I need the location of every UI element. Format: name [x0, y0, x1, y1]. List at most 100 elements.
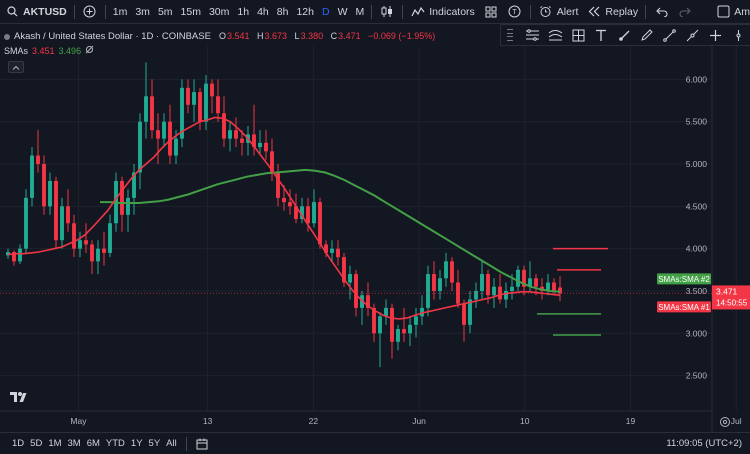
interval-3m[interactable]: 3m — [135, 5, 150, 18]
range-1m[interactable]: 1M — [48, 438, 62, 449]
text-icon[interactable] — [590, 25, 613, 45]
symbol-legend-row[interactable]: Akash / United States Dollar · 1D · COIN… — [4, 30, 436, 43]
symbol-search[interactable]: AKTUSD — [0, 0, 71, 24]
candle-body — [180, 87, 184, 139]
open-value: 3.541 — [226, 31, 250, 41]
candle-body — [348, 274, 352, 283]
candle-body — [438, 278, 442, 291]
interval-1h[interactable]: 1h — [237, 5, 250, 18]
axis-labels: SMAs:SMA #2 SMAs:SMA #1 3.471 14:50:55 — [657, 273, 750, 313]
candle-body — [390, 307, 394, 342]
candle-body — [450, 261, 454, 283]
divider — [185, 436, 187, 451]
legend-collapse-button[interactable] — [8, 61, 24, 73]
range-1d[interactable]: 1D — [12, 438, 25, 449]
interval-m[interactable]: M — [355, 5, 365, 18]
replay-button[interactable]: Replay — [582, 0, 642, 24]
range-ytd[interactable]: YTD — [105, 438, 125, 449]
candle-body — [210, 83, 214, 97]
range-6m[interactable]: 6M — [86, 438, 100, 449]
candle-body — [432, 274, 436, 291]
brush-icon[interactable] — [613, 25, 636, 45]
candle-body — [456, 282, 460, 304]
candle-body — [270, 151, 274, 173]
interval-1m[interactable]: 1m — [112, 5, 128, 18]
compare-button[interactable] — [78, 0, 102, 24]
sma1-axis-label — [657, 301, 711, 313]
range-1y[interactable]: 1Y — [130, 438, 143, 449]
candle-body — [78, 240, 82, 249]
time-axis[interactable]: May1322Jun1019Jul15Aug12 — [70, 416, 750, 426]
grid-icon[interactable] — [567, 25, 590, 45]
goto-date-icon[interactable] — [196, 438, 208, 450]
sma1-axis-text: SMAs:SMA #1 — [658, 303, 710, 312]
bottom-toolbar: 1D 5D 1M 3M 6M YTD 1Y 5Y All 11:09:05 (UTC+2) — [0, 432, 750, 454]
range-all[interactable]: All — [166, 438, 177, 449]
price-axis[interactable]: 6.000 5.500 5.000 4.500 4.000 3.500 3.000 2.500 — [686, 74, 708, 380]
trend-line-icon[interactable] — [681, 25, 704, 45]
candle-body — [6, 252, 10, 256]
interval-15m[interactable]: 15m — [180, 5, 201, 18]
layouts-button[interactable] — [479, 0, 503, 24]
sma2-value: 3.496 — [58, 46, 82, 56]
candle-body — [150, 96, 154, 131]
candle-body — [468, 299, 472, 325]
sma-slow-line — [100, 168, 561, 293]
candle-body — [516, 269, 520, 287]
candles-icon — [379, 4, 395, 20]
range-3m[interactable]: 3M — [67, 438, 81, 449]
candle-body — [378, 316, 382, 334]
candle-body — [528, 278, 532, 287]
fullscreen-button[interactable]: Am — [711, 0, 750, 24]
alarm-clock-icon — [538, 4, 554, 20]
candle-body — [294, 206, 298, 220]
candle-body — [138, 121, 142, 173]
tradingview-logo[interactable] — [10, 392, 27, 402]
undo-button[interactable] — [649, 0, 673, 24]
candle-body — [474, 290, 478, 300]
divider — [402, 4, 404, 19]
price-chart[interactable]: 6.000 5.500 5.000 4.500 4.000 3.500 3.000 2.500… — [0, 46, 750, 432]
candle-body — [240, 138, 244, 143]
candle-body — [42, 164, 46, 207]
bar-countdown: 14:50:55 — [716, 298, 748, 307]
candle-body — [108, 223, 112, 253]
plus-icon[interactable] — [704, 25, 727, 45]
interval-30m[interactable]: 30m — [208, 5, 230, 18]
plus-circle-icon — [82, 4, 98, 20]
interval-8h[interactable]: 8h — [276, 5, 289, 18]
hidden-eye-icon[interactable] — [85, 45, 94, 58]
candle-body — [72, 223, 76, 249]
settings-gear-icon[interactable] — [720, 417, 730, 427]
channel-icon[interactable] — [544, 25, 567, 45]
sma-legend-row[interactable]: SMAs 3.451 3.496 — [4, 45, 436, 58]
chevron-up-icon — [12, 65, 20, 70]
pen-icon[interactable] — [636, 25, 659, 45]
interval-4h[interactable]: 4h — [257, 5, 269, 18]
lines-icon[interactable] — [521, 25, 544, 45]
alert-button[interactable]: Alert — [534, 0, 583, 24]
drawing-toolbar — [500, 24, 750, 46]
range-5d[interactable]: 5D — [30, 438, 43, 449]
indicators-button[interactable]: Indicators — [406, 0, 479, 24]
candle-body — [186, 87, 190, 105]
price-tick-label: 3.000 — [686, 328, 708, 338]
interval-5m[interactable]: 5m — [157, 5, 173, 18]
interval-12h[interactable]: 12h — [296, 5, 314, 18]
candle-body — [324, 244, 328, 253]
chart-type-button[interactable] — [375, 0, 399, 24]
range-5y[interactable]: 5Y — [148, 438, 161, 449]
undo-icon — [653, 4, 669, 20]
candle-body — [54, 180, 58, 241]
high-label: H — [257, 31, 264, 41]
status-dot — [4, 33, 10, 40]
redo-button[interactable] — [673, 0, 697, 24]
interval-d[interactable]: D — [322, 5, 330, 18]
interval-w[interactable]: W — [337, 5, 348, 18]
clock[interactable]: 11:09:05 (UTC+2) — [666, 438, 742, 449]
drag-handle[interactable] — [507, 29, 513, 41]
vertical-line-icon[interactable] — [727, 25, 750, 45]
ruler-icon[interactable] — [658, 25, 681, 45]
templates-button[interactable]: T — [503, 0, 527, 24]
candle-body — [318, 202, 322, 245]
